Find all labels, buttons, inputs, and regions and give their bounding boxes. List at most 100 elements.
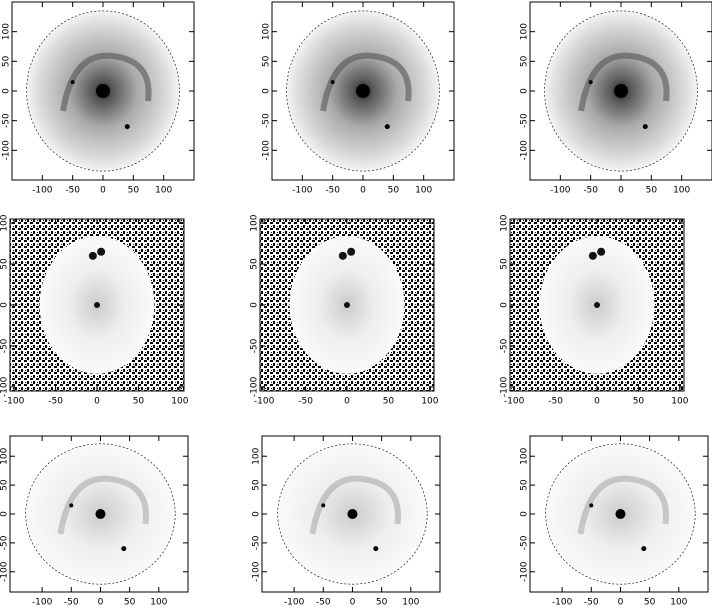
x-tick-label: 0 [94, 397, 100, 407]
x-tick-label: -50 [316, 598, 331, 608]
x-tick-label: -100 [504, 397, 525, 407]
galaxy-image [10, 219, 184, 391]
x-tick-label: 0 [98, 598, 104, 608]
galaxy-image [510, 219, 684, 391]
galaxy-image [545, 443, 696, 585]
galaxy-image [260, 219, 434, 391]
y-tick-label: 50 [262, 55, 272, 67]
panel: -100 -50 0 50 100 -100 -50 0 50 100 [0, 435, 189, 608]
y-tick-label: -50 [250, 338, 260, 353]
galaxy-image [286, 10, 440, 172]
x-tick-label: 100 [402, 598, 419, 608]
star [97, 247, 106, 256]
galaxy-image [277, 443, 428, 585]
star [70, 80, 75, 85]
x-tick-label: -100 [292, 186, 313, 196]
galaxy-core [347, 509, 358, 519]
galaxy-core [614, 84, 628, 98]
x-tick-label: 0 [360, 186, 366, 196]
y-tick-label: 100 [250, 214, 260, 231]
y-tick-label: 50 [252, 479, 262, 491]
galaxy-core [615, 509, 626, 519]
x-tick-label: -50 [325, 186, 340, 196]
y-tick-label: 0 [520, 511, 530, 517]
spiral-arm [309, 475, 402, 535]
x-tick-label: 50 [633, 397, 645, 407]
star [321, 503, 326, 508]
x-tick-label: -100 [284, 598, 305, 608]
y-tick-label: -50 [520, 113, 530, 128]
x-tick-label: 100 [155, 186, 172, 196]
y-tick-label: -100 [0, 561, 10, 582]
y-tick-label: 100 [520, 23, 530, 40]
y-tick-label: 0 [500, 302, 510, 308]
star [124, 124, 130, 130]
y-tick-label: -100 [262, 140, 272, 161]
galaxy-core [94, 302, 100, 308]
star [347, 247, 356, 256]
y-tick-label: -50 [0, 535, 10, 550]
y-tick-label: -50 [262, 113, 272, 128]
x-tick-label: -50 [65, 186, 80, 196]
y-tick-label: 100 [2, 23, 12, 40]
star [330, 80, 335, 85]
x-tick-label: 50 [383, 397, 395, 407]
y-tick-label: 50 [0, 479, 10, 491]
y-tick-label: -50 [0, 338, 10, 353]
y-tick-label: 100 [520, 447, 530, 464]
x-tick-label: 50 [644, 598, 656, 608]
y-tick-label: 50 [500, 258, 510, 270]
y-tick-label: 0 [250, 302, 260, 308]
star [88, 251, 97, 260]
star [338, 251, 347, 260]
x-tick-label: 0 [100, 186, 106, 196]
panel: -100 -50 0 50 100 -100 -50 0 50 100 [250, 214, 439, 406]
galaxy-core [95, 509, 106, 519]
x-tick-label: 50 [388, 186, 400, 196]
y-tick-label: 50 [2, 55, 12, 67]
x-tick-label: -100 [254, 397, 275, 407]
x-tick-label: -50 [298, 397, 313, 407]
star [384, 124, 390, 130]
x-tick-label: 100 [673, 186, 690, 196]
star [69, 503, 74, 508]
panel: -100 -50 0 50 100 -100 -50 0 50 100 [500, 214, 689, 406]
x-tick-label: -50 [584, 598, 599, 608]
x-tick-label: 0 [618, 598, 624, 608]
y-tick-label: 0 [252, 511, 262, 517]
star [588, 251, 597, 260]
x-tick-label: 100 [671, 397, 688, 407]
panel: -100 -50 0 50 100 -100 -50 0 50 100 [262, 1, 455, 196]
spiral-arm [57, 475, 150, 535]
star [642, 124, 648, 130]
y-tick-label: 0 [262, 88, 272, 94]
star [589, 503, 594, 508]
y-tick-label: -100 [2, 140, 12, 161]
panel: -100 -50 0 50 100 -100 -50 0 50 100 [252, 435, 441, 608]
x-tick-label: -100 [4, 397, 25, 407]
y-tick-label: -100 [520, 140, 530, 161]
galaxy-image [26, 10, 180, 172]
y-tick-label: -100 [520, 561, 530, 582]
y-tick-label: -100 [0, 376, 10, 397]
x-tick-label: -100 [550, 186, 571, 196]
star [373, 546, 379, 552]
star [121, 546, 127, 552]
panel: -100 -50 0 50 100 -100 -50 0 50 100 [0, 214, 189, 406]
y-tick-label: -100 [250, 376, 260, 397]
y-tick-label: -100 [252, 561, 262, 582]
galaxy-image [544, 10, 698, 172]
x-tick-label: 50 [646, 186, 658, 196]
x-tick-label: -100 [552, 598, 573, 608]
y-tick-label: 50 [250, 258, 260, 270]
y-tick-label: -50 [2, 113, 12, 128]
star [597, 247, 606, 256]
y-tick-label: -50 [520, 535, 530, 550]
x-tick-label: 0 [344, 397, 350, 407]
x-tick-label: 50 [124, 598, 136, 608]
star [641, 546, 647, 552]
y-tick-label: 0 [0, 511, 10, 517]
y-tick-label: 0 [2, 88, 12, 94]
star [588, 80, 593, 85]
